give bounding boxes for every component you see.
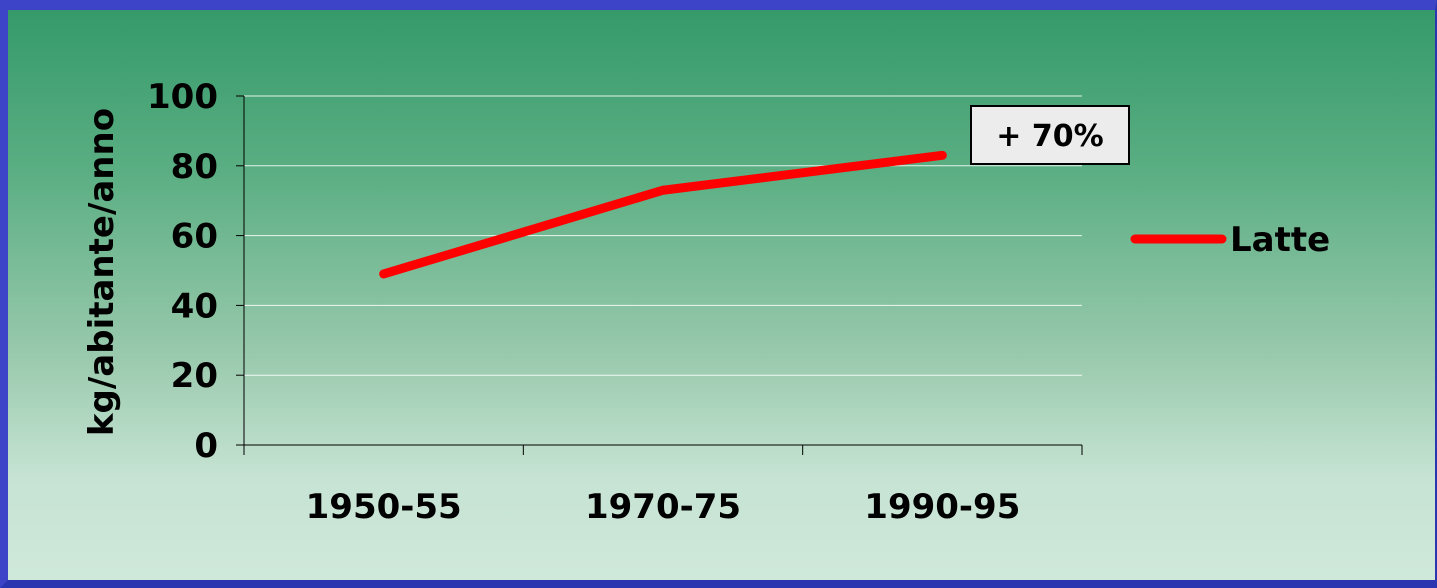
y-tick-labels: 0 20 40 60 80 100: [147, 77, 218, 466]
annotation-text: + 70%: [996, 119, 1103, 154]
y-tick-label: 0: [194, 426, 218, 466]
annotation-box: + 70%: [970, 105, 1130, 165]
y-tick-label: 60: [171, 217, 218, 257]
x-tick-label: 1950-55: [306, 487, 462, 527]
gridlines: [244, 95, 1082, 376]
y-tick-label: 100: [147, 77, 218, 117]
x-tick-label: 1970-75: [585, 487, 741, 527]
y-axis-label: kg/abitante/anno: [82, 108, 122, 436]
y-tick-label: 20: [171, 356, 218, 396]
annotation-rect: [970, 105, 1130, 165]
x-tick-labels: 1950-55 1970-75 1990-95: [306, 487, 1021, 527]
series-group: [379, 150, 947, 279]
series-line-latte: [379, 150, 947, 279]
axes: [236, 95, 1083, 455]
x-tick-label: 1990-95: [864, 487, 1020, 527]
y-tick-label: 80: [171, 147, 218, 187]
y-tick-label: 40: [171, 286, 218, 326]
legend-label: Latte: [1230, 220, 1330, 260]
legend: Latte: [1130, 220, 1330, 260]
